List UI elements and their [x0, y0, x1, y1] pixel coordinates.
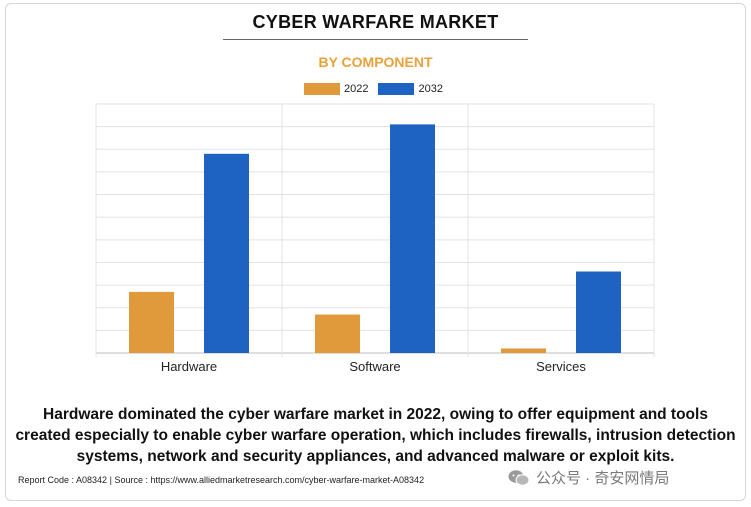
chart-caption: Hardware dominated the cyber warfare mar… [15, 406, 736, 465]
bar-2032-software [390, 124, 435, 353]
legend-label-2032: 2032 [418, 83, 443, 95]
bar-2022-hardware [129, 291, 174, 353]
wechat-icon [508, 469, 530, 486]
bar-2022-software [315, 314, 360, 353]
bar-2032-hardware [204, 153, 249, 353]
footer-separator: | [109, 475, 112, 485]
watermark: 公众号 · 奇安网情局 [508, 467, 669, 488]
chart-legend: 2022 2032 [304, 82, 453, 96]
title-underline [223, 39, 528, 40]
legend-item-2032: 2032 [378, 83, 443, 95]
chart-frame [5, 3, 746, 501]
legend-swatch-2022 [304, 83, 340, 95]
watermark-text: 公众号 · 奇安网情局 [536, 470, 670, 487]
bar-2032-services [576, 271, 621, 353]
chart-title: CYBER WARFARE MARKET [252, 12, 499, 32]
legend-label-2022: 2022 [344, 83, 369, 95]
x-tick-label: Hardware [161, 359, 217, 374]
source-footer: Report Code : A08342 | Source : https://… [18, 475, 424, 485]
x-tick-label: Software [349, 359, 400, 374]
bar-chart: Hardware Software Services [95, 103, 655, 374]
x-tick-label: Services [536, 359, 586, 374]
chart-subtitle: BY COMPONENT [318, 54, 433, 70]
bar-2022-services [501, 348, 546, 353]
source-link[interactable]: Source : https://www.alliedmarketresearc… [114, 475, 425, 485]
legend-item-2022: 2022 [304, 83, 368, 95]
legend-swatch-2032 [378, 83, 415, 95]
report-code: Report Code : A08342 [18, 475, 108, 485]
